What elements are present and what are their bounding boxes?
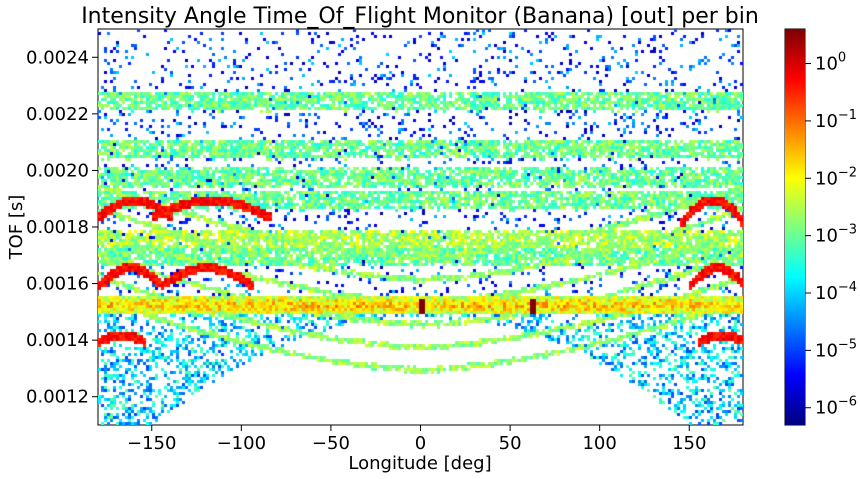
- y-tick-label: 0.0014: [26, 330, 89, 351]
- x-tick-label: −100: [217, 433, 266, 454]
- y-tick-label: 0.0020: [26, 160, 89, 181]
- x-tick-label: −150: [127, 433, 176, 454]
- x-axis-label: Longitude [deg]: [348, 453, 491, 474]
- y-tick-label: 0.0022: [26, 104, 89, 125]
- y-axis: 0.0012 0.0014 0.0016 0.0018 0.0020 0.0022 0.00…: [26, 47, 98, 408]
- colorbar-tick-label: 10−6: [815, 395, 857, 419]
- x-tick-label: 50: [499, 433, 522, 454]
- colorbar: [785, 29, 805, 425]
- colorbar-axis: 10−6 10−5 10−4 10−3 10−2 10−1 100: [805, 51, 857, 419]
- x-tick-label: 150: [672, 433, 706, 454]
- colorbar-tick-label: 10−1: [815, 108, 857, 132]
- y-axis-label: TOF [s]: [6, 195, 27, 261]
- chart-title: Intensity Angle Time_Of_Flight Monitor (…: [81, 4, 759, 29]
- colorbar-tick-label: 10−5: [815, 337, 857, 361]
- y-tick-label: 0.0012: [26, 387, 89, 408]
- x-axis: −150 −100 −50 0 50 100 150: [127, 425, 706, 454]
- x-tick-label: 0: [415, 433, 426, 454]
- y-tick-label: 0.0016: [26, 274, 89, 295]
- colorbar-tick-label: 10−4: [815, 280, 857, 304]
- colorbar-tick-label: 10−2: [815, 165, 857, 189]
- x-tick-label: 100: [582, 433, 616, 454]
- heatmap-plot-area: [98, 29, 743, 425]
- x-tick-label: −50: [312, 433, 350, 454]
- colorbar-tick-label: 100: [815, 51, 846, 75]
- y-tick-label: 0.0024: [26, 47, 89, 68]
- y-tick-label: 0.0018: [26, 217, 89, 238]
- colorbar-tick-label: 10−3: [815, 223, 857, 247]
